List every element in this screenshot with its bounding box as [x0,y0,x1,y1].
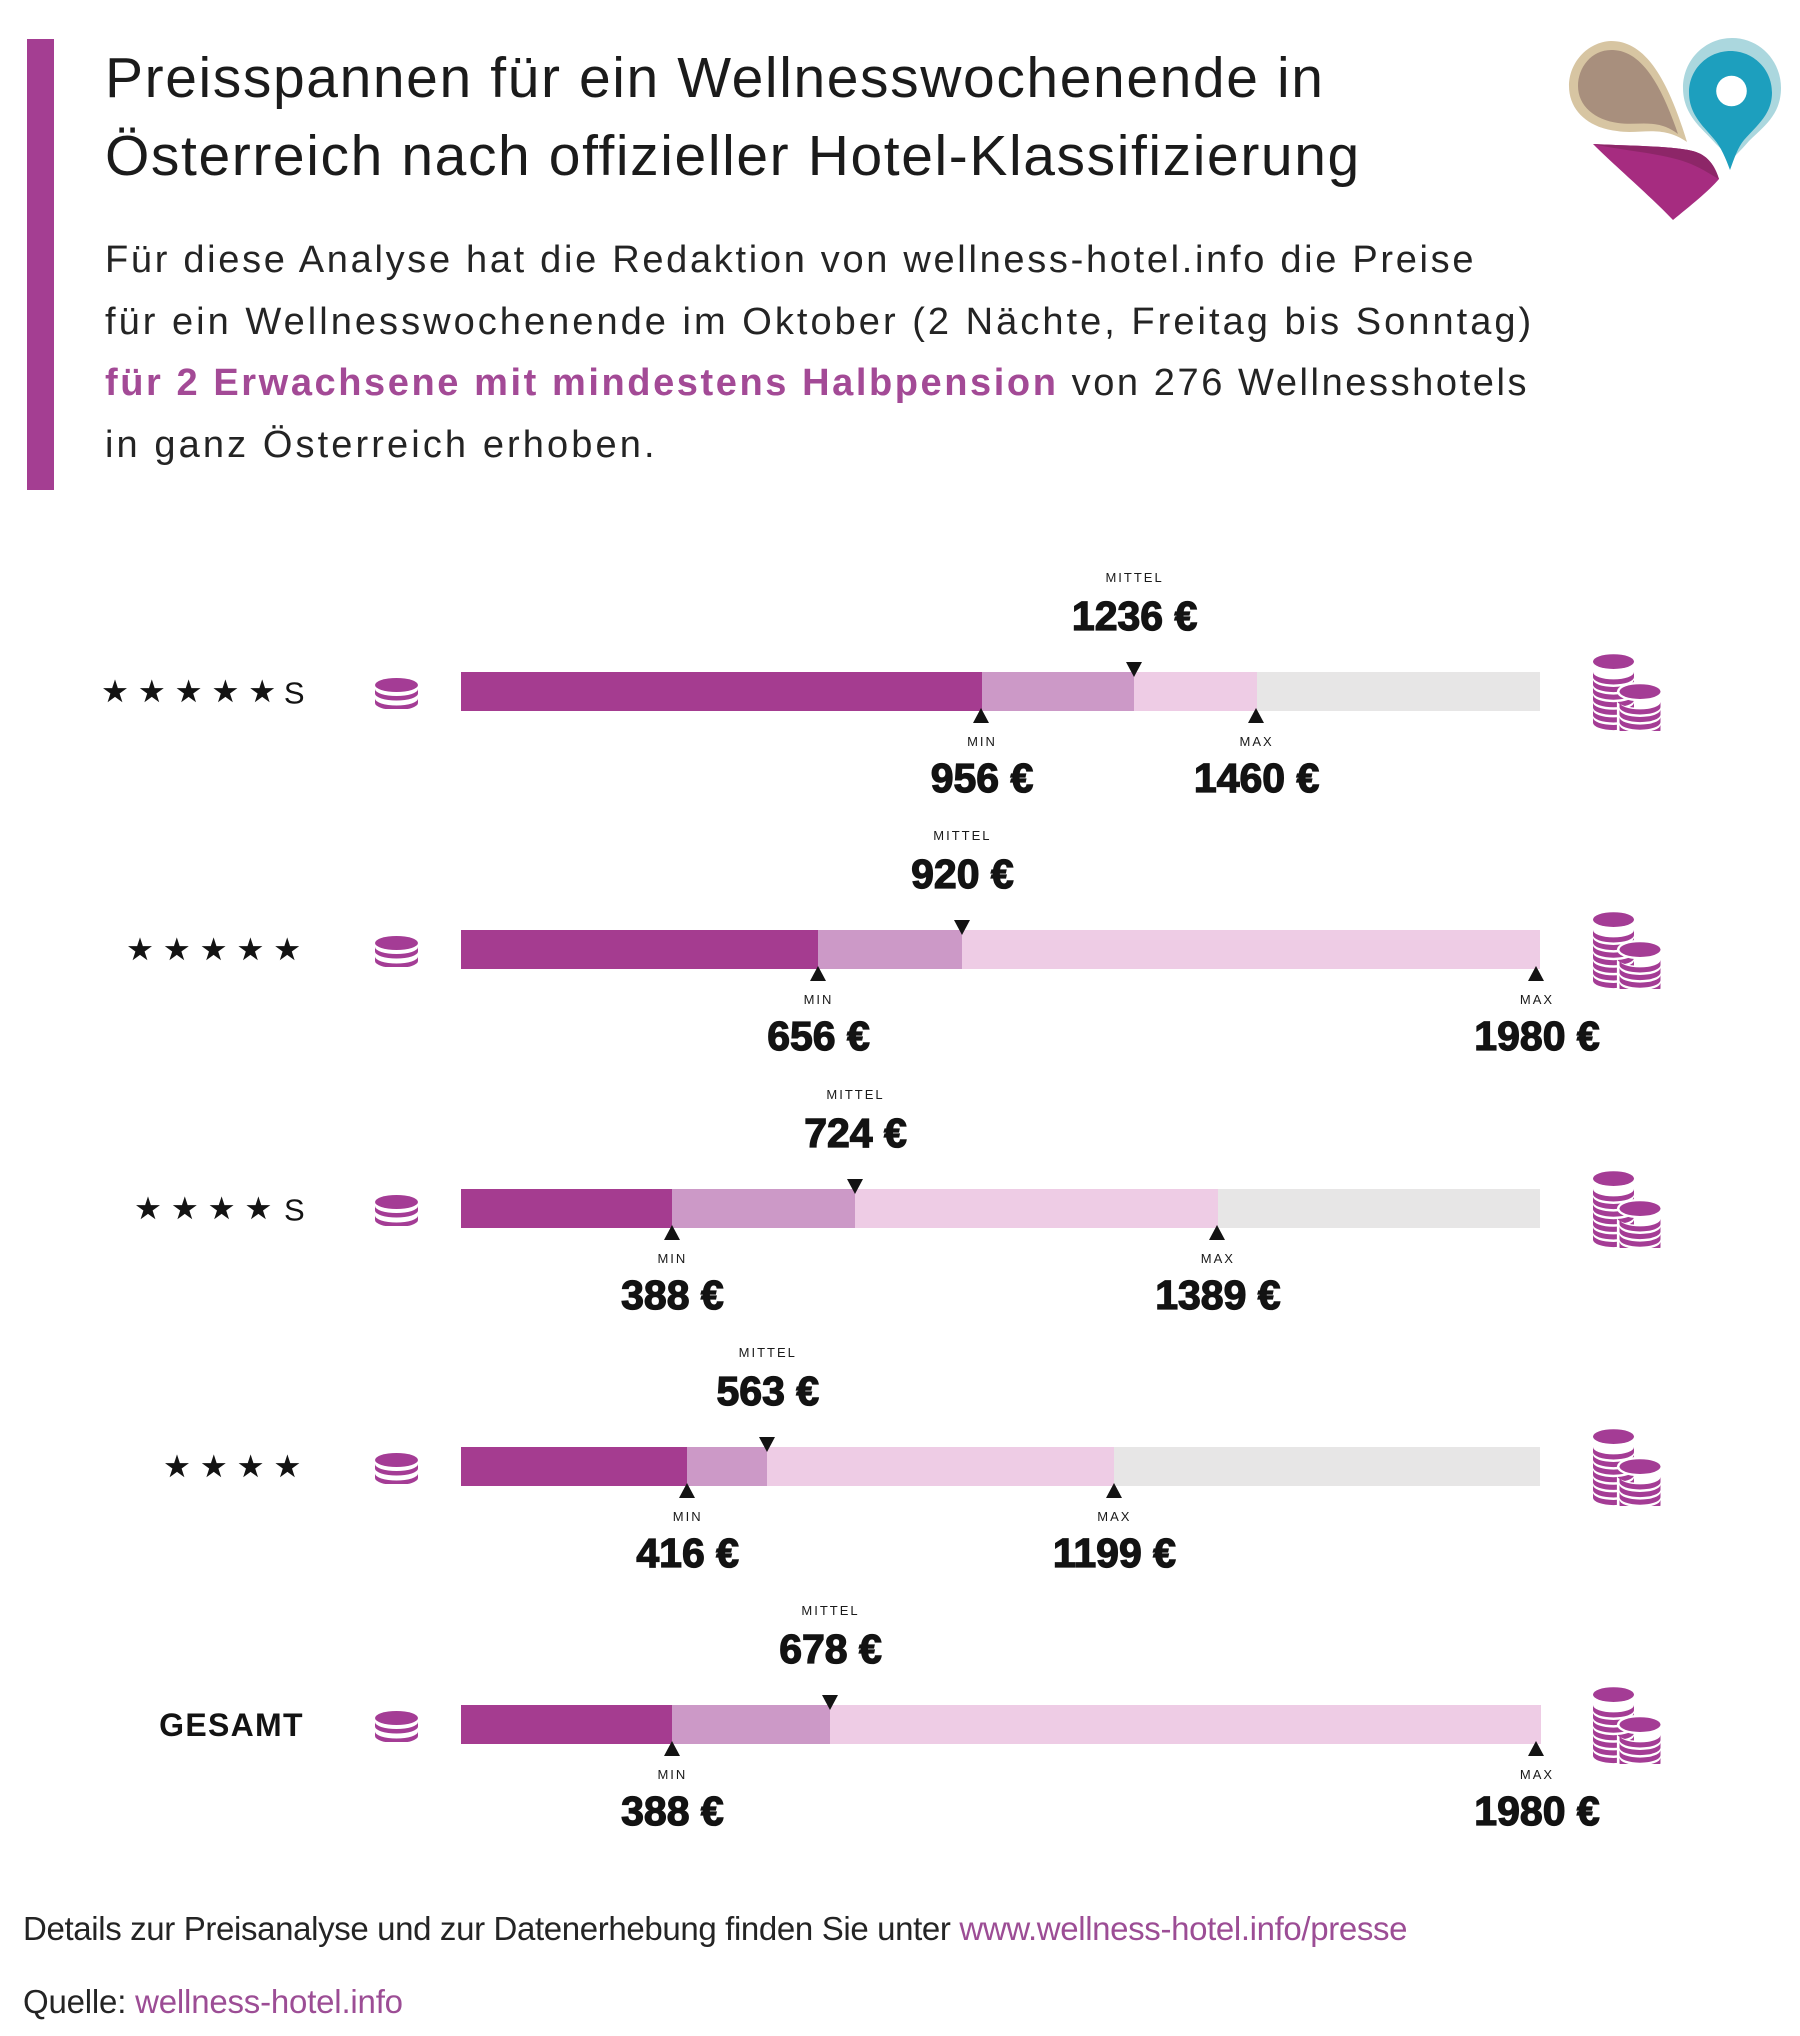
svg-text:S: S [284,1192,305,1227]
svg-text:S: S [284,675,305,710]
